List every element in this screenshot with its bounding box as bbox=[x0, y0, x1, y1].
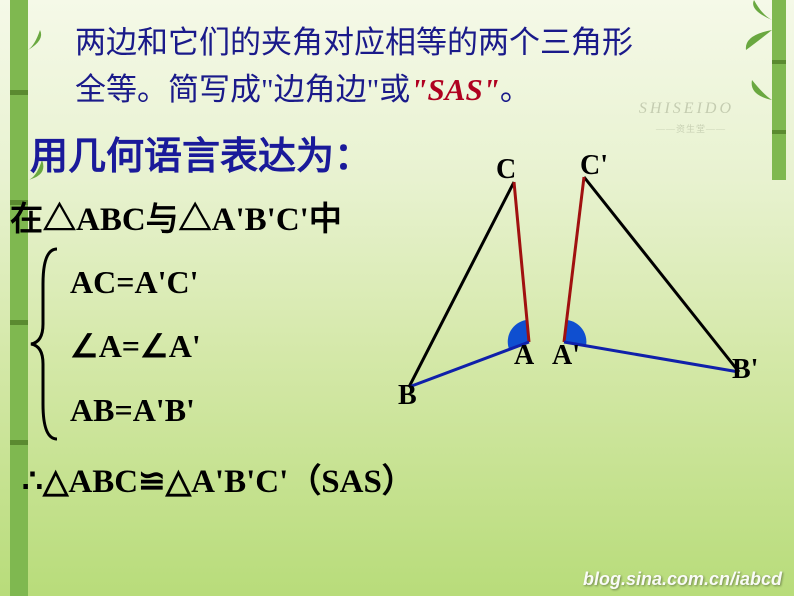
blog-url-watermark: blog.sina.com.cn/iabcd bbox=[583, 569, 782, 590]
condition-3: AB=A'B' bbox=[70, 378, 794, 442]
condition-2: ∠A=∠A' bbox=[70, 314, 794, 378]
conclusion-line: ∴△ABC≌△A'B'C'（SAS） bbox=[0, 442, 794, 502]
conditions-block: AC=A'C' ∠A=∠A' AB=A'B' bbox=[0, 250, 794, 442]
condition-1: AC=A'C' bbox=[70, 250, 794, 314]
title-line1: 两边和它们的夹角对应相等的两个三角形 bbox=[75, 25, 633, 60]
theorem-title: 两边和它们的夹角对应相等的两个三角形 全等。简写成"边角边"或"SAS"。 bbox=[0, 0, 794, 113]
left-brace-icon bbox=[25, 244, 65, 444]
title-line2-pre: 全等。简写成"边角边"或 bbox=[75, 72, 410, 107]
title-line2-post: 。 bbox=[500, 72, 531, 107]
given-statement: 在△ABC与△A'B'C'中 bbox=[0, 180, 794, 240]
geometry-language-heading: 用几何语言表达为： bbox=[0, 113, 794, 180]
sas-emphasis: "SAS" bbox=[410, 72, 500, 107]
